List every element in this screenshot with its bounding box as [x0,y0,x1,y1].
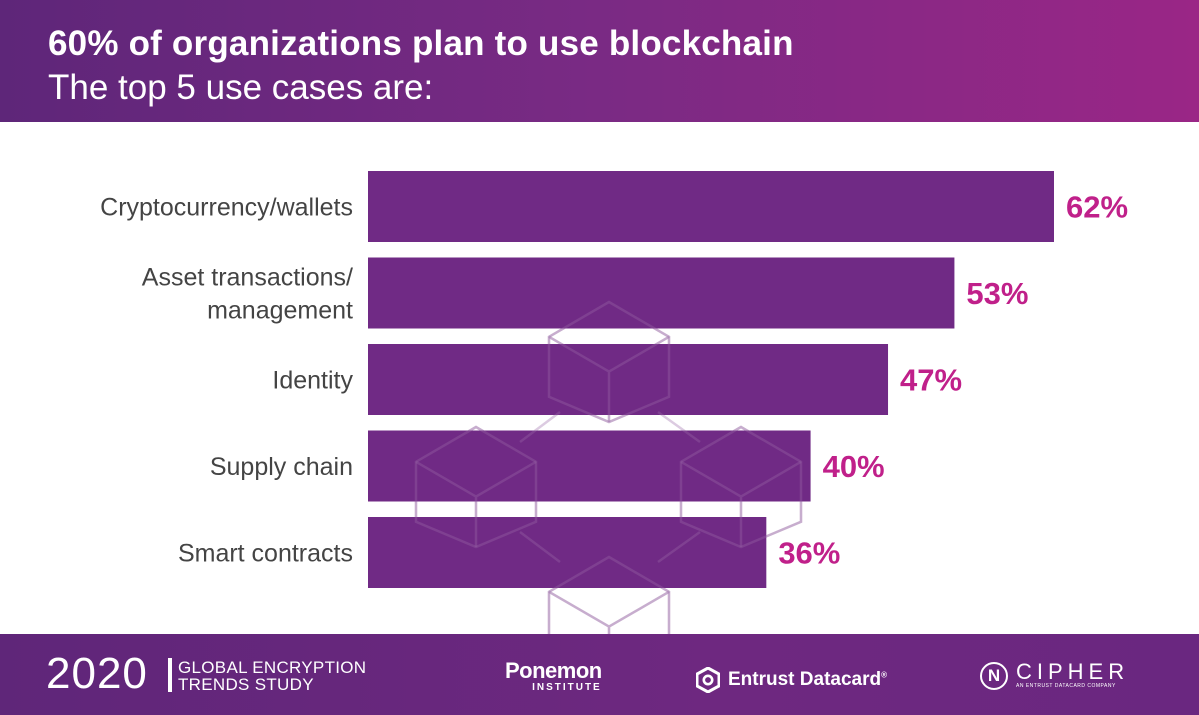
bar-1 [368,171,1054,242]
hexagon-icon [696,667,720,693]
entrust-datacard-text: Entrust Datacard® [728,669,888,690]
category-label-2: Asset transactions/management [142,264,353,325]
footer-banner: 2020 GLOBAL ENCRYPTION TRENDS STUDY Pone… [0,634,1199,715]
footer-divider [168,658,172,692]
footer-study-line1: GLOBAL ENCRYPTION [178,658,367,677]
entrust-datacard-logo: Entrust Datacard® [696,667,887,693]
labels-group: 62% Cryptocurrency/wallets 53% Asset transa… [100,190,1128,571]
value-label-4: 40% [823,449,885,484]
chart-subtitle: The top 5 use cases are: [48,68,434,107]
ponemon-logo-main: Ponemon [505,658,602,683]
ponemon-logo-sub: INSTITUTE [532,682,602,693]
blockchain-cubes-overlay-icon [414,300,803,634]
ncipher-logo-sub: AN ENTRUST DATACARD COMPANY [1016,683,1116,689]
value-label-1: 62% [1066,190,1128,225]
footer-year: 2020 [46,649,148,698]
ponemon-logo: Ponemon INSTITUTE [505,660,602,694]
category-label-3: Identity [272,367,353,395]
bars-group [368,171,1054,588]
chart-area: 62% Cryptocurrency/wallets 53% Asset transa… [0,122,1199,634]
value-label-3: 47% [900,363,962,398]
ncipher-logo-main: CIPHER [1016,659,1130,684]
ncipher-circle-icon: N [980,661,1008,690]
value-label-2: 53% [966,276,1028,311]
category-label-5: Smart contracts [178,540,353,568]
header-banner: 60% of organizations plan to use blockch… [0,0,1199,122]
footer-study-name: GLOBAL ENCRYPTION TRENDS STUDY [178,659,366,693]
bar-5 [368,517,767,588]
bar-2 [368,257,955,329]
ncipher-logo: N CIPHER AN ENTRUST DATACARD COMPANY [980,661,1129,690]
bar-3 [368,344,889,415]
bar-chart: 62% Cryptocurrency/wallets 53% Asset transa… [100,171,1128,634]
category-label-4: Supply chain [210,453,353,481]
chart-title: 60% of organizations plan to use blockch… [48,24,794,63]
bar-4 [368,430,811,502]
value-label-5: 36% [778,536,840,571]
category-label-1: Cryptocurrency/wallets [100,194,353,222]
footer-study-line2: TRENDS STUDY [178,675,314,694]
